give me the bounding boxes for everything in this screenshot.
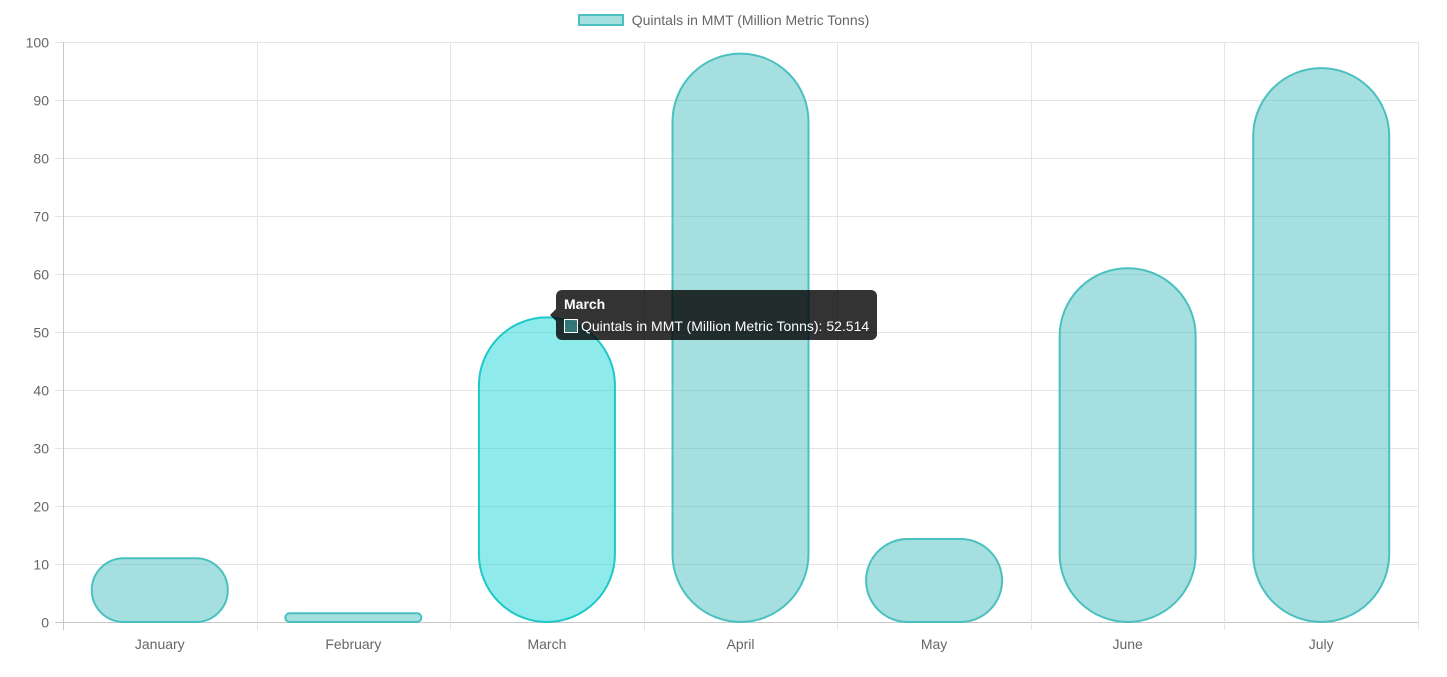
y-tick-label: 50 xyxy=(33,325,49,341)
bar-may[interactable] xyxy=(865,538,1004,623)
y-tick-label: 100 xyxy=(26,35,50,51)
legend-label[interactable]: Quintals in MMT (Million Metric Tonns) xyxy=(631,12,870,28)
y-tick-label: 60 xyxy=(33,267,49,283)
y-tick-label: 10 xyxy=(33,557,49,573)
legend-swatch[interactable] xyxy=(577,14,624,26)
chart-legend[interactable]: Quintals in MMT (Million Metric Tonns) xyxy=(0,12,1447,28)
y-tick-label: 80 xyxy=(33,151,49,167)
x-tick-label: March xyxy=(527,636,566,652)
y-tick-label: 70 xyxy=(33,209,49,225)
y-tick-label: 20 xyxy=(33,499,49,515)
bar-february[interactable] xyxy=(284,612,423,623)
bar-march[interactable] xyxy=(477,316,616,623)
x-tick-label: April xyxy=(726,636,754,652)
bar-june[interactable] xyxy=(1058,267,1197,623)
y-tick-label: 30 xyxy=(33,441,49,457)
x-tick-label: January xyxy=(135,636,185,652)
x-tick-label: May xyxy=(921,636,947,652)
tooltip-text: Quintals in MMT (Million Metric Tonns): … xyxy=(581,318,870,334)
tooltip-row: Quintals in MMT (Million Metric Tonns): … xyxy=(564,318,869,334)
bar-january[interactable] xyxy=(90,557,229,624)
tooltip-title: March xyxy=(564,296,606,312)
y-tick-label: 40 xyxy=(33,383,49,399)
y-tick-label: 90 xyxy=(33,93,49,109)
x-tick-label: July xyxy=(1309,636,1334,652)
x-tick-label: February xyxy=(325,636,381,652)
chart-tooltip: March Quintals in MMT (Million Metric To… xyxy=(549,290,878,340)
bar-july[interactable] xyxy=(1252,67,1391,624)
x-tick-label: June xyxy=(1112,636,1143,652)
y-tick-label: 0 xyxy=(41,615,49,631)
tooltip-swatch xyxy=(564,319,578,333)
